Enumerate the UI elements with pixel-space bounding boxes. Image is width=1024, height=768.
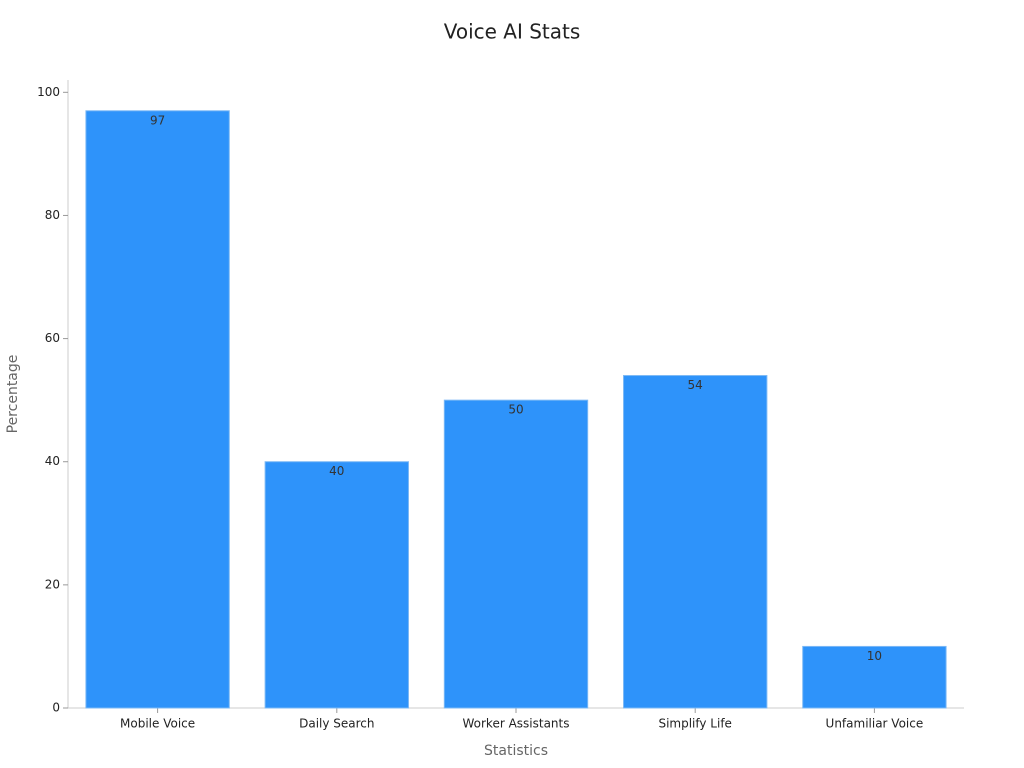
y-tick-label: 0 [52,701,60,715]
y-axis-label: Percentage [5,355,21,434]
bar [623,375,768,709]
data-label: 54 [688,378,703,392]
x-tick-label: Mobile Voice [120,717,195,731]
x-tick-label: Unfamiliar Voice [826,717,924,731]
y-tick-label: 80 [45,208,60,222]
bar [802,645,947,709]
data-label: 40 [329,464,344,478]
x-tick-label: Worker Assistants [462,717,569,731]
bar [443,399,589,709]
y-tick-label: 60 [45,331,60,345]
data-label: 97 [150,113,165,127]
chart-title: Voice AI Stats [444,20,581,44]
data-label: 50 [508,403,523,417]
x-axis-label: Statistics [484,743,548,759]
x-tick-label: Daily Search [299,717,374,731]
y-tick-label: 40 [45,454,60,468]
x-tick-label: Simplify Life [658,717,731,731]
bar [264,461,409,709]
data-label: 10 [867,649,882,663]
y-tick-label: 20 [45,577,60,591]
bar [85,110,230,709]
y-tick-label: 100 [37,85,60,99]
